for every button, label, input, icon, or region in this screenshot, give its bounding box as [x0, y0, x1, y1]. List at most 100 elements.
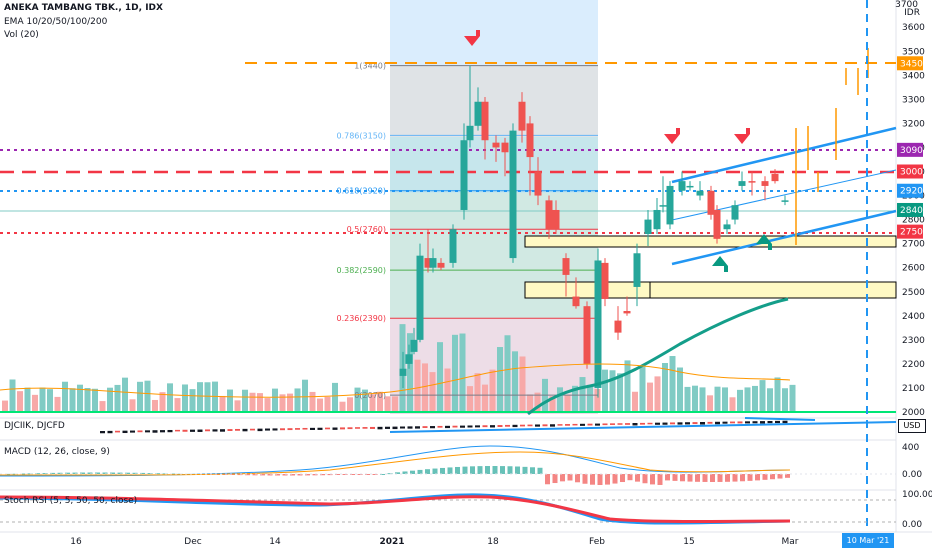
djci-bar	[610, 423, 615, 425]
volume-bar	[309, 391, 316, 412]
volume-bar	[609, 370, 616, 412]
time-tick-label: 18	[487, 537, 499, 547]
stoch-legend[interactable]: Stoch RSI (5, 5, 50, 50, close)	[4, 496, 138, 506]
volume-bar	[279, 394, 286, 412]
macd-bar	[537, 467, 543, 474]
price-tag: 2920	[897, 183, 923, 198]
macd-bar	[545, 474, 550, 485]
volume-bar	[219, 395, 226, 412]
macd-tick: 400	[902, 443, 919, 453]
macd-bar	[102, 472, 108, 474]
djci-bar	[782, 420, 788, 424]
djci-bar	[430, 426, 435, 429]
djci-bar	[752, 421, 758, 424]
djci-bar	[295, 428, 300, 430]
volume-bar	[699, 387, 706, 412]
macd-bar	[612, 474, 618, 484]
ema-thin-orange	[0, 363, 791, 398]
macd-bar	[755, 474, 760, 481]
channel-lower[interactable]	[671, 209, 897, 266]
channel-upper[interactable]	[671, 126, 897, 184]
djci-bar	[677, 422, 683, 425]
volume-bar	[69, 388, 76, 412]
macd-bar	[462, 466, 468, 474]
price-tick-label: 2600	[902, 264, 925, 274]
volume-bar	[452, 334, 458, 412]
ema-legend[interactable]: EMA 10/20/50/100/200	[4, 17, 108, 27]
volume-bar	[257, 393, 263, 412]
arrow-markers	[464, 30, 772, 272]
price-tick-label: 3500	[902, 47, 925, 57]
candle	[492, 135, 500, 162]
stoch-tick: 100.00	[902, 490, 932, 500]
candle	[614, 306, 622, 340]
symbol-title[interactable]: ANEKA TAMBANG TBK., 1D, IDX	[4, 3, 163, 13]
volume-bar	[272, 388, 278, 412]
djci-bar	[730, 421, 735, 424]
candle	[594, 248, 602, 398]
volume-bar	[722, 387, 728, 412]
macd-bar	[627, 474, 633, 481]
volume-bar	[294, 388, 301, 412]
fib-level-label: 0.236(2390)	[336, 314, 386, 323]
volume-bar	[714, 386, 721, 412]
volume-bar	[302, 379, 308, 412]
macd-bar	[440, 467, 445, 474]
macd-bar	[410, 470, 415, 474]
djci-legend[interactable]: DJCIIK, DJCFD	[4, 421, 65, 431]
candle	[653, 197, 661, 235]
volume-bar	[39, 387, 46, 412]
macd-bar	[5, 473, 10, 475]
djci-bar	[587, 423, 593, 426]
macd-bar	[507, 466, 513, 474]
volume-bar	[159, 392, 166, 412]
candle	[449, 224, 457, 268]
candle	[572, 277, 580, 309]
candle	[410, 327, 418, 355]
price-tick-label: 2300	[902, 336, 925, 346]
candle	[424, 229, 432, 273]
candle	[583, 301, 591, 369]
zone-rect-upper[interactable]	[524, 235, 897, 248]
djci-bar	[340, 427, 345, 430]
volume-bar	[242, 389, 248, 412]
macd-bar	[770, 474, 775, 480]
macd-legend[interactable]: MACD (12, 26, close, 9)	[4, 447, 110, 457]
volume-bar	[594, 388, 601, 412]
volume-bar	[422, 363, 428, 412]
djci-bar	[317, 427, 323, 430]
djci-bar	[392, 426, 398, 430]
macd-bar	[710, 474, 715, 482]
volume-bar	[572, 385, 578, 412]
candle	[545, 195, 553, 239]
djci-bar	[722, 421, 728, 424]
candle	[738, 171, 746, 191]
macd-bar	[635, 474, 640, 482]
price-tick-label: 3200	[902, 119, 925, 129]
volume-bar	[24, 387, 31, 412]
volume-legend[interactable]: Vol (20)	[4, 30, 39, 40]
macd-bar	[380, 474, 385, 475]
price-tick-label: 2400	[902, 312, 925, 322]
price-tag: 2840	[897, 202, 923, 217]
price-tick-label: 2800	[902, 216, 925, 226]
macd-bar	[732, 474, 738, 482]
price-axis-ticks: 3600350034003300320031003000290028002700…	[902, 23, 925, 418]
channel-mid[interactable]	[671, 169, 897, 221]
volume-bar	[662, 362, 668, 412]
volume-bar	[639, 366, 646, 412]
volume-bar	[392, 396, 398, 412]
candle	[437, 258, 445, 271]
zone-rect-lower[interactable]	[524, 281, 897, 299]
candle	[562, 253, 570, 297]
candle	[696, 181, 704, 201]
djci-bar	[512, 424, 518, 428]
currency-label[interactable]: IDR	[904, 8, 920, 18]
candle	[552, 200, 560, 235]
djci-bar	[460, 425, 465, 428]
volume-bar	[437, 342, 443, 412]
volume-bar	[317, 398, 323, 412]
djci-bar	[617, 423, 623, 425]
volume-bar	[84, 388, 91, 412]
